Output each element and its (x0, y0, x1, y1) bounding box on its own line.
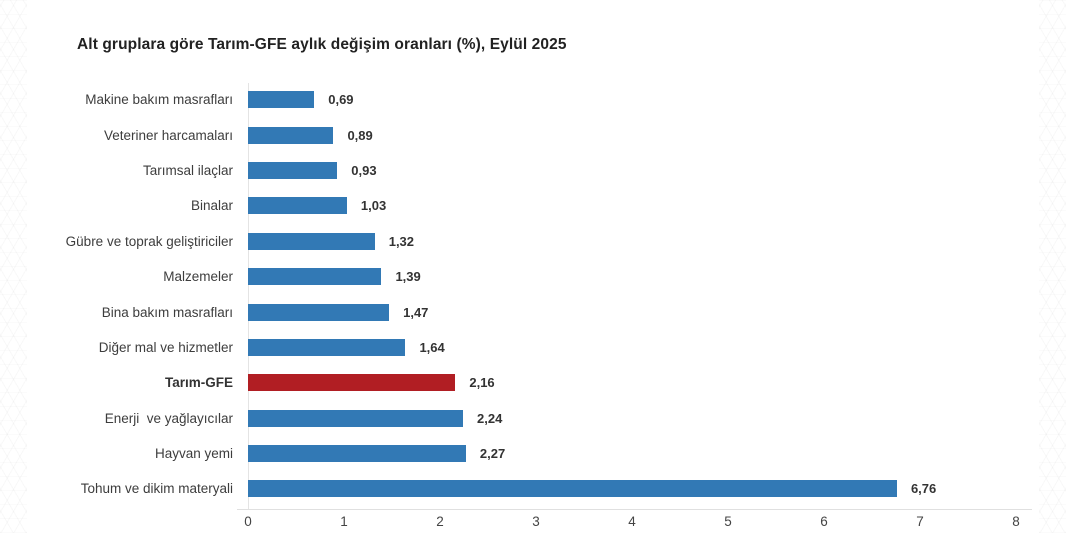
bar-row: Tarımsal ilaçlar 0,93 (0, 153, 1066, 188)
bar (248, 126, 334, 144)
y-axis-zero-line (248, 83, 249, 509)
value-label: 0,89 (347, 127, 373, 143)
category-label: Makine bakım masrafları (85, 92, 233, 108)
bar-row: Hayvan yemi 2,27 (0, 436, 1066, 471)
x-axis-tick: 1 (340, 514, 348, 529)
bar (248, 197, 347, 215)
x-axis-tick: 5 (724, 514, 732, 529)
bar-row: Malzemeler 1,39 (0, 259, 1066, 294)
x-axis-tick: 6 (820, 514, 828, 529)
bar (248, 409, 464, 427)
category-label: Tarımsal ilaçlar (142, 162, 233, 178)
x-axis-tick: 2 (436, 514, 444, 529)
category-label: Enerji ve yağlayıcılar (104, 410, 233, 426)
bar-track: 1,32 (248, 232, 1016, 250)
bar-track: 0,93 (248, 161, 1016, 179)
x-axis-tick: 8 (1012, 514, 1020, 529)
x-axis-tick: 4 (628, 514, 636, 529)
bar (248, 268, 382, 286)
bar-track: 2,16 (248, 374, 1016, 392)
bar-track: 0,69 (248, 91, 1016, 109)
decorative-pattern-right (1039, 0, 1066, 533)
bar-track: 6,76 (248, 480, 1016, 498)
bar-row: Gübre ve toprak geliştiriciler 1,32 (0, 224, 1066, 259)
value-label: 1,64 (419, 339, 445, 355)
value-label: 2,24 (477, 410, 503, 426)
bar-row: Tohum ve dikim materyali 6,76 (0, 471, 1066, 506)
bar-track: 1,03 (248, 197, 1016, 215)
bar-row: Enerji ve yağlayıcılar 2,24 (0, 401, 1066, 436)
category-label: Tarım-GFE (164, 375, 233, 391)
x-axis-line (237, 509, 1032, 510)
bar (248, 338, 406, 356)
value-label: 1,47 (403, 304, 429, 320)
bar-highlight (248, 374, 456, 392)
value-label: 2,16 (469, 375, 495, 391)
category-label: Bina bakım masrafları (101, 304, 233, 320)
value-label: 1,03 (360, 198, 387, 214)
bar (248, 232, 375, 250)
bar-track: 0,89 (248, 126, 1016, 144)
bar (248, 91, 315, 109)
category-label: Hayvan yemi (154, 446, 233, 462)
bar-row: Tarım-GFE 2,16 (0, 365, 1066, 400)
x-axis-tick: 7 (916, 514, 924, 529)
category-label: Diğer mal ve hizmetler (98, 339, 233, 355)
bar-row: Diğer mal ve hizmetler 1,64 (0, 330, 1066, 365)
bar-track: 2,27 (248, 445, 1016, 463)
bar-track: 2,24 (248, 409, 1016, 427)
chart-title: Alt gruplara göre Tarım-GFE aylık değişi… (77, 36, 567, 53)
category-label: Tohum ve dikim materyali (80, 481, 233, 497)
chart-card: Alt gruplara göre Tarım-GFE aylık değişi… (27, 0, 1039, 533)
bar (248, 480, 897, 498)
bar-row: Makine bakım masrafları 0,69 (0, 82, 1066, 117)
value-label: 2,27 (479, 446, 506, 462)
value-label: 1,32 (388, 233, 415, 249)
decorative-pattern-left (0, 0, 27, 533)
bar (248, 303, 390, 321)
bar-row: Binalar 1,03 (0, 188, 1066, 223)
bar-track: 1,47 (248, 303, 1016, 321)
value-label: 6,76 (910, 481, 937, 497)
x-axis-tick: 3 (532, 514, 540, 529)
bar-row: Veteriner harcamaları 0,89 (0, 117, 1066, 152)
bar (248, 161, 338, 179)
category-label: Veteriner harcamaları (103, 127, 233, 143)
x-axis-tick-labels: 0 1 2 3 4 5 6 7 8 (244, 514, 1020, 532)
category-label: Binalar (190, 198, 233, 214)
value-label: 0,69 (328, 92, 354, 108)
x-axis-tick: 0 (244, 514, 252, 529)
value-label: 0,93 (351, 162, 377, 178)
bar-chart-plot-area: Makine bakım masrafları 0,69 Veteriner har… (0, 82, 1066, 507)
value-label: 1,39 (395, 269, 421, 285)
category-label: Gübre ve toprak geliştiriciler (65, 233, 233, 249)
bar-row: Bina bakım masrafları 1,47 (0, 294, 1066, 329)
category-label: Malzemeler (163, 269, 233, 285)
bar-track: 1,64 (248, 338, 1016, 356)
bar (248, 445, 466, 463)
bar-track: 1,39 (248, 268, 1016, 286)
